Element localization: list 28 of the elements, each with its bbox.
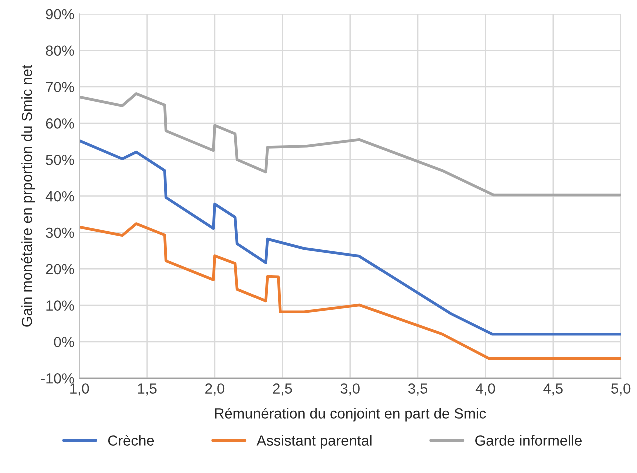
y-tick-label: 60% bbox=[46, 118, 74, 129]
y-tick-label: 70% bbox=[46, 82, 74, 92]
line-series bbox=[80, 222, 622, 360]
legend-label: Crèche bbox=[108, 435, 154, 446]
y-axis-title: Gain monétaire en prportion du Smic net bbox=[21, 65, 36, 327]
x-tick-label: 1,0 bbox=[70, 384, 90, 396]
x-tick-label: 3,5 bbox=[408, 384, 428, 396]
line-series bbox=[80, 92, 622, 197]
x-tick-label: 4,0 bbox=[476, 384, 496, 396]
y-tick-label: 90% bbox=[46, 9, 74, 20]
x-tick-label: 4,5 bbox=[544, 384, 563, 396]
y-tick-label: 80% bbox=[46, 46, 74, 56]
line-series bbox=[80, 140, 622, 336]
y-tick-label: 50% bbox=[46, 154, 74, 166]
y-tick-label: -10% bbox=[41, 374, 74, 384]
y-tick-label: 0% bbox=[54, 337, 74, 348]
legend-label: Assistant parental bbox=[256, 435, 372, 449]
y-tick-label: 30% bbox=[46, 228, 74, 238]
x-tick-label: 2,0 bbox=[206, 384, 225, 396]
x-tick-label: 5,0 bbox=[612, 384, 631, 396]
x-tick-label: 2,5 bbox=[273, 384, 292, 396]
y-tick-label: 40% bbox=[46, 191, 74, 202]
y-tick-label: 10% bbox=[46, 300, 74, 311]
x-tick-label: 1,5 bbox=[138, 384, 157, 396]
legend-label: Garde informelle bbox=[476, 435, 582, 446]
y-tick-label: 20% bbox=[46, 264, 74, 275]
x-axis-title: Rémunération du conjoint en part de Smic bbox=[215, 408, 486, 422]
x-tick-label: 3,0 bbox=[340, 384, 360, 396]
